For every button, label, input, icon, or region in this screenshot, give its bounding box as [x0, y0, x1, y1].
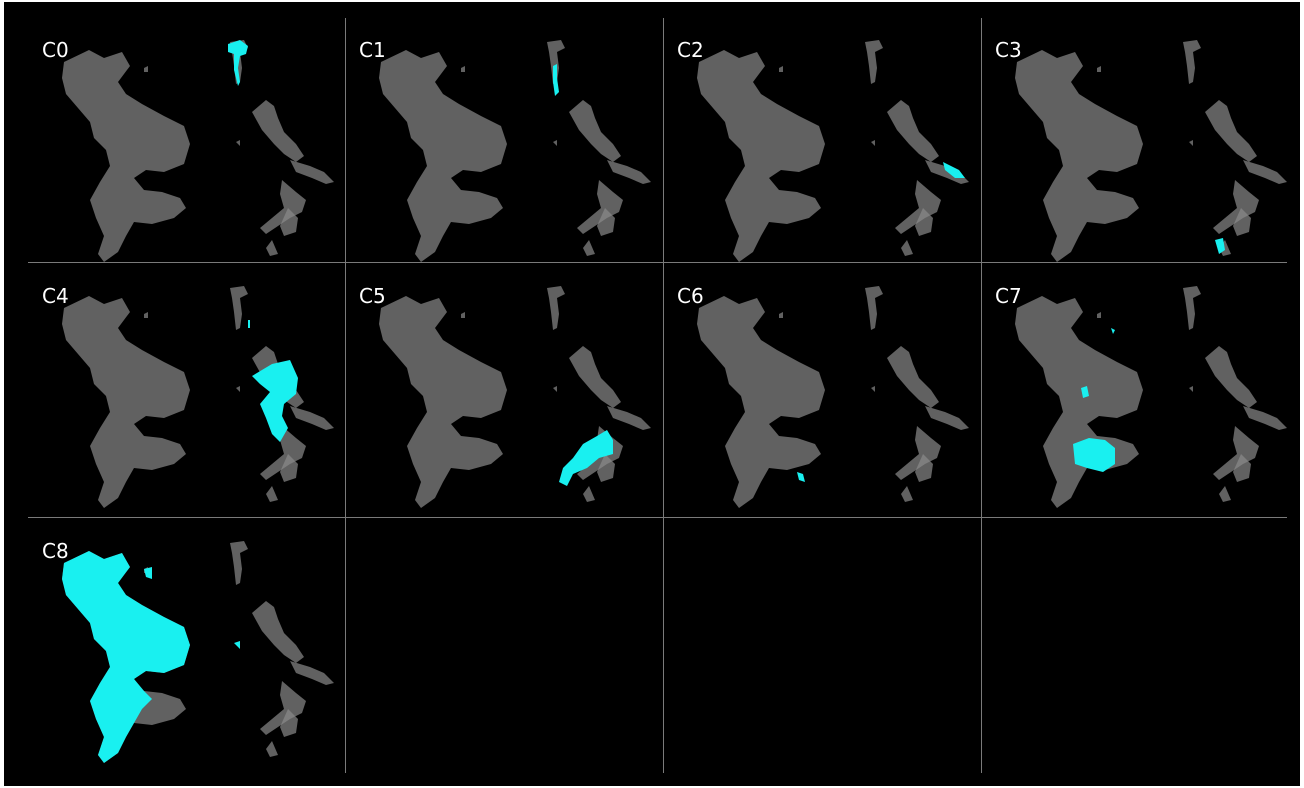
embedding-plot [1015, 40, 1287, 262]
highlighted-cluster [62, 551, 190, 763]
embedding-plot [379, 286, 651, 508]
embedding-plot [697, 40, 969, 262]
background-cells [1015, 286, 1287, 508]
embedding-plot [379, 40, 651, 262]
panel-c3: C3 [981, 18, 1297, 271]
panel-c2: C2 [663, 18, 979, 271]
embedding-plot [62, 541, 334, 763]
highlighted-cluster [559, 430, 613, 486]
panel-divider [345, 18, 346, 773]
panel-label: C5 [359, 284, 386, 308]
panel-c5: C5 [345, 264, 661, 517]
panel-c7: C7 [981, 264, 1297, 517]
panel-label: C1 [359, 38, 386, 62]
panel-c4: C4 [28, 264, 344, 517]
highlighted-cluster [252, 360, 298, 442]
background-cells [379, 286, 651, 508]
panel-label: C8 [42, 539, 69, 563]
highlighted-cluster [1081, 386, 1089, 398]
panel-c8: C8 [28, 519, 344, 772]
background-cells [1015, 40, 1287, 262]
panel-c0: C0 [28, 18, 344, 271]
background-cells [697, 286, 969, 508]
panel-label: C7 [995, 284, 1022, 308]
panel-label: C0 [42, 38, 69, 62]
highlighted-cluster [943, 162, 965, 178]
highlighted-cluster [234, 641, 240, 649]
panel-c6: C6 [663, 264, 979, 517]
background-cells [62, 40, 334, 262]
highlighted-cluster [1073, 438, 1115, 472]
panel-label: C6 [677, 284, 704, 308]
panel-divider [663, 18, 664, 773]
panel-divider [28, 262, 1287, 263]
background-cells [697, 40, 969, 262]
highlighted-cluster [228, 40, 248, 86]
highlighted-cluster [248, 320, 250, 328]
embedding-plot [62, 40, 334, 262]
panel-c1: C1 [345, 18, 661, 271]
panel-divider [981, 18, 982, 773]
panel-label: C3 [995, 38, 1022, 62]
background-cells [62, 286, 334, 508]
panel-label: C4 [42, 284, 69, 308]
embedding-plot [62, 286, 334, 508]
highlighted-cluster [553, 64, 559, 96]
highlighted-cluster [797, 472, 805, 482]
background-cells [379, 40, 651, 262]
panel-label: C2 [677, 38, 704, 62]
embedding-plot [697, 286, 969, 508]
figure-canvas: C0 C1 C2 C3 C4 C5 C6 C7 C8 [4, 2, 1300, 786]
highlighted-cluster [1215, 238, 1225, 254]
panel-divider [28, 517, 1287, 518]
highlighted-cluster [1111, 328, 1115, 334]
highlighted-cluster [144, 567, 152, 579]
embedding-plot [1015, 286, 1287, 508]
